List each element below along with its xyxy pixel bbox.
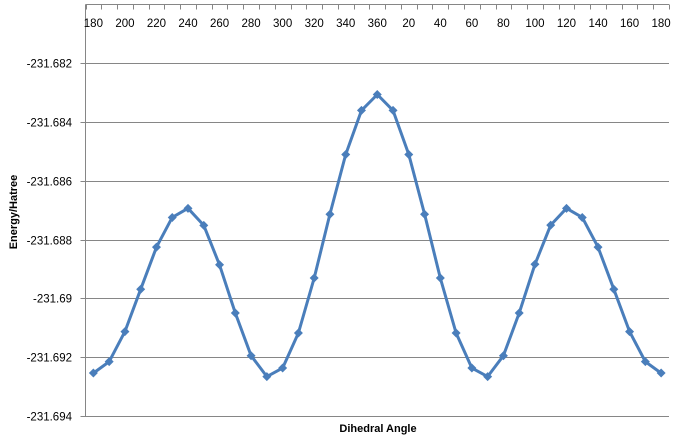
y-tick-label: -231.692 [27, 353, 72, 365]
x-tick-label: 260 [210, 18, 229, 30]
data-point-marker [151, 242, 161, 252]
data-point-marker [404, 149, 414, 159]
data-point-marker [293, 328, 303, 338]
y-tick-labels: -231.682 -231.684 -231.686 -231.688 -231.69 -… [27, 59, 73, 424]
data-point-marker [199, 220, 209, 230]
series-energy [88, 89, 666, 382]
data-point-marker [104, 357, 114, 367]
data-point-marker [88, 368, 98, 378]
gridlines [80, 4, 670, 417]
data-point-marker [215, 260, 225, 270]
y-tick-label: -231.69 [33, 294, 72, 306]
data-point-marker [388, 105, 398, 115]
x-tick-label: 360 [368, 18, 387, 30]
data-point-marker [577, 212, 587, 222]
data-point-marker [341, 149, 351, 159]
data-point-marker [625, 327, 635, 337]
x-tick-label: 180 [84, 18, 103, 30]
data-point-marker [483, 372, 493, 382]
y-axis-title: Energy/Hatree [8, 175, 20, 250]
x-tick-label: 80 [497, 18, 510, 30]
y-tick-label: -231.694 [27, 412, 73, 424]
y-tick-label: -231.686 [27, 177, 72, 189]
y-tick-label: -231.684 [27, 118, 73, 130]
x-tick-label: 300 [273, 18, 292, 30]
data-point-marker [309, 273, 319, 283]
data-point-marker [467, 363, 477, 373]
data-point-marker [640, 357, 650, 367]
data-point-marker [230, 308, 240, 318]
data-point-marker [609, 284, 619, 294]
data-point-marker [136, 284, 146, 294]
x-tick-label: 60 [465, 18, 478, 30]
data-point-marker [498, 351, 508, 361]
data-point-marker [420, 209, 430, 219]
data-point-marker [546, 220, 556, 230]
data-point-marker [514, 308, 524, 318]
x-tick-label: 220 [147, 18, 166, 30]
data-point-marker [593, 242, 603, 252]
data-point-marker [246, 351, 256, 361]
data-point-marker [120, 327, 130, 337]
data-point-marker [262, 372, 272, 382]
x-tick-label: 180 [652, 18, 671, 30]
data-point-marker [167, 212, 177, 222]
data-point-marker [356, 105, 366, 115]
x-tick-label: 100 [525, 18, 544, 30]
data-point-marker [656, 368, 666, 378]
series-line [92, 93, 662, 379]
y-tick-label: -231.688 [27, 236, 72, 248]
y-tick-label: -231.682 [27, 59, 72, 71]
x-tick-label: 340 [336, 18, 355, 30]
x-tick-label: 280 [241, 18, 260, 30]
data-point-marker [278, 363, 288, 373]
data-point-marker [183, 203, 193, 213]
x-tick-label: 40 [434, 18, 447, 30]
x-tick-label: 200 [115, 18, 134, 30]
x-tick-label: 140 [588, 18, 607, 30]
x-tick-label: 240 [178, 18, 197, 30]
x-tick-label: 120 [557, 18, 576, 30]
data-point-marker [372, 89, 382, 99]
data-point-marker [435, 273, 445, 283]
data-point-marker [325, 209, 335, 219]
data-point-marker [451, 328, 461, 338]
x-axis-title: Dihedral Angle [339, 423, 416, 435]
x-tick-labels: 180 200 220 240 260 280 300 320 340 360 20 40 60 80 10… [84, 18, 671, 30]
x-tick-label: 160 [620, 18, 639, 30]
data-point-marker [530, 259, 540, 269]
x-tick-label: 320 [305, 18, 324, 30]
data-point-marker [561, 203, 571, 213]
x-tick-label: 20 [402, 18, 415, 30]
